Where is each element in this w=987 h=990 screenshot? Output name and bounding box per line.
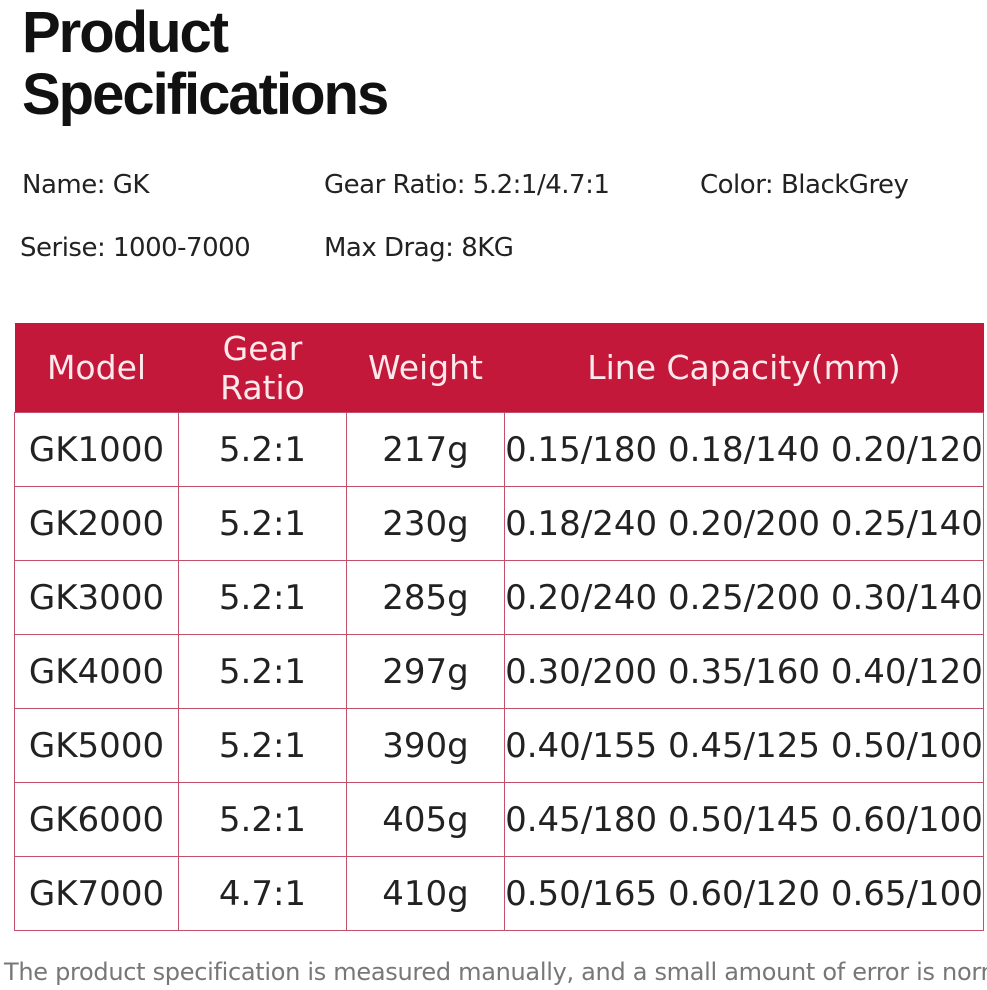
header-cell: Line Capacity(mm) [504,323,984,413]
cell: GK4000 [14,634,179,709]
cell: 5.2:1 [178,634,347,709]
row: GK5000 5.2:1 390g 0.40/155 0.45/125 0.50/10… [14,708,984,783]
header-cell: Weight [346,323,505,413]
cell: GK5000 [14,708,179,783]
cell: 5.2:1 [178,708,347,783]
row: GK1000 5.2:1 217g 0.15/180 0.18/140 0.20/12… [14,412,984,487]
cell: GK1000 [14,412,179,487]
header-row: Model Gear Ratio Weight Line Capacity(mm) [14,323,984,413]
cell: GK7000 [14,856,179,931]
cell: 217g [346,412,505,487]
cell: 285g [346,560,505,635]
cell: 390g [346,708,505,783]
row: GK3000 5.2:1 285g 0.20/240 0.25/200 0.30/14… [14,560,984,635]
title: Specifications [22,62,389,127]
cell: 5.2:1 [178,486,347,561]
title: Product [22,0,229,65]
cell: 0.20/240 0.25/200 0.30/140 [504,560,984,635]
cell: 0.18/240 0.20/200 0.25/140 [504,486,984,561]
cell: 230g [346,486,505,561]
header-cell: Gear Ratio [178,323,347,413]
spec: Max Drag: 8KG [324,233,514,263]
row: GK4000 5.2:1 297g 0.30/200 0.35/160 0.40/12… [14,634,984,709]
spec-table: Model Gear Ratio Weight Line Capacity(mm) G… [14,323,984,931]
header-cell: Model [14,323,179,413]
cell: GK6000 [14,782,179,857]
row: GK6000 5.2:1 405g 0.45/180 0.50/145 0.60/10… [14,782,984,857]
cell: GK2000 [14,486,179,561]
cell: 0.15/180 0.18/140 0.20/120 [504,412,984,487]
footnote: The product specification is measured ma… [4,958,987,986]
spec: Color: BlackGrey [700,170,909,200]
spec: Serise: 1000-7000 [20,233,251,263]
cell: GK3000 [14,560,179,635]
spec: Name: GK [22,170,149,200]
cell: 5.2:1 [178,560,347,635]
table-body: GK1000 5.2:1 217g 0.15/180 0.18/140 0.20/12… [14,412,984,931]
spec: Gear Ratio: 5.2:1/4.7:1 [324,170,610,200]
cell: 405g [346,782,505,857]
cell: 0.50/165 0.60/120 0.65/100 [504,856,984,931]
cell: 410g [346,856,505,931]
row: GK2000 5.2:1 230g 0.18/240 0.20/200 0.25/14… [14,486,984,561]
cell: 4.7:1 [178,856,347,931]
cell: 5.2:1 [178,782,347,857]
cell: 0.40/155 0.45/125 0.50/100 [504,708,984,783]
cell: 0.45/180 0.50/145 0.60/100 [504,782,984,857]
row: GK7000 4.7:1 410g 0.50/165 0.60/120 0.65/10… [14,856,984,931]
cell: 297g [346,634,505,709]
cell: 0.30/200 0.35/160 0.40/120 [504,634,984,709]
cell: 5.2:1 [178,412,347,487]
